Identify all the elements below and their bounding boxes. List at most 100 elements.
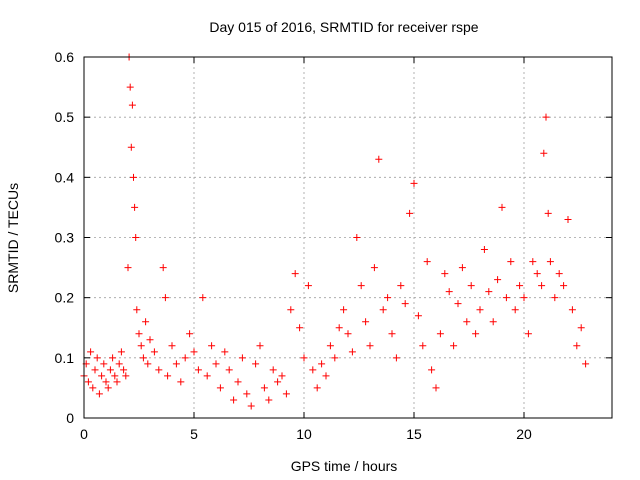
data-point xyxy=(388,330,396,338)
data-point xyxy=(362,318,370,326)
data-point xyxy=(326,342,334,350)
data-point xyxy=(291,270,299,278)
data-point xyxy=(546,258,554,266)
data-point xyxy=(159,264,167,272)
data-point xyxy=(538,282,546,290)
data-point xyxy=(445,288,453,296)
data-point xyxy=(472,330,480,338)
data-point xyxy=(502,294,510,302)
data-point xyxy=(208,342,216,350)
axis-ticks xyxy=(83,56,612,419)
data-point xyxy=(529,258,537,266)
data-point xyxy=(432,384,440,392)
data-point xyxy=(172,360,180,368)
data-point xyxy=(406,209,414,217)
data-point xyxy=(130,173,137,181)
data-point xyxy=(564,215,572,223)
data-point xyxy=(95,390,103,398)
data-point xyxy=(544,209,552,217)
tick-labels: 0 5 10 15 20 0 0.1 0.2 0.3 0.4 0.5 0.6 xyxy=(55,49,532,442)
y-tick-label: 0.1 xyxy=(55,350,75,366)
data-point xyxy=(370,264,378,272)
data-point xyxy=(269,366,277,374)
data-point xyxy=(507,258,515,266)
data-point xyxy=(454,300,462,308)
data-point xyxy=(111,372,119,380)
data-point xyxy=(582,360,590,368)
data-point xyxy=(177,378,185,386)
data-point xyxy=(225,366,233,374)
data-point xyxy=(146,336,154,344)
x-tick-label: 15 xyxy=(406,426,422,442)
data-point xyxy=(89,384,97,392)
data-point xyxy=(287,306,295,314)
data-point xyxy=(128,101,136,109)
data-point xyxy=(555,270,563,278)
data-point xyxy=(168,342,176,350)
data-point xyxy=(117,348,125,356)
data-point xyxy=(568,306,576,314)
data-point xyxy=(238,354,246,362)
data-point xyxy=(313,384,321,392)
x-tick-label: 20 xyxy=(516,426,532,442)
data-point xyxy=(340,306,348,314)
data-point xyxy=(414,312,422,320)
data-point xyxy=(164,372,172,380)
y-tick-label: 0.2 xyxy=(55,290,75,306)
data-point xyxy=(498,203,506,211)
data-point xyxy=(102,378,110,386)
x-tick-label: 0 xyxy=(80,426,88,442)
data-point xyxy=(100,360,108,368)
data-point xyxy=(194,366,202,374)
data-point xyxy=(203,372,211,380)
data-point xyxy=(375,155,383,163)
data-point xyxy=(348,348,356,356)
chart-title: Day 015 of 2016, SRMTID for receiver rsp… xyxy=(209,19,478,35)
data-point xyxy=(353,234,361,241)
data-point xyxy=(524,330,532,338)
data-point xyxy=(132,234,140,241)
data-point xyxy=(139,354,147,362)
data-point xyxy=(216,384,224,392)
data-point xyxy=(392,354,400,362)
data-point xyxy=(300,354,308,362)
data-points xyxy=(80,53,590,410)
data-point xyxy=(573,342,581,350)
data-point xyxy=(113,378,121,386)
data-point xyxy=(190,348,198,356)
data-point xyxy=(533,270,541,278)
data-point xyxy=(181,354,189,362)
y-tick-label: 0.6 xyxy=(55,49,75,65)
data-point xyxy=(150,348,158,356)
data-point xyxy=(489,318,497,326)
data-point xyxy=(458,264,466,272)
data-point xyxy=(274,378,282,386)
data-point xyxy=(243,390,251,398)
data-point xyxy=(410,179,418,187)
data-point xyxy=(106,366,114,374)
data-point xyxy=(127,143,135,151)
data-point xyxy=(436,330,444,338)
data-point xyxy=(560,282,568,290)
data-point xyxy=(230,396,238,404)
data-point xyxy=(419,342,427,350)
data-point xyxy=(467,282,475,290)
data-point xyxy=(335,324,343,332)
data-point xyxy=(155,366,163,374)
y-tick-label: 0.4 xyxy=(55,169,75,185)
data-point xyxy=(379,306,387,314)
y-tick-label: 0.3 xyxy=(55,230,75,246)
data-point xyxy=(84,378,92,386)
data-point xyxy=(247,402,255,410)
x-axis-label: GPS time / hours xyxy=(291,458,398,474)
data-point xyxy=(542,113,550,121)
y-tick-label: 0.5 xyxy=(55,109,75,125)
data-point xyxy=(450,342,458,350)
data-point xyxy=(428,366,436,374)
data-point xyxy=(511,306,519,314)
data-point xyxy=(318,360,326,368)
data-point xyxy=(142,318,150,326)
data-point xyxy=(221,348,229,356)
data-point xyxy=(256,342,264,350)
